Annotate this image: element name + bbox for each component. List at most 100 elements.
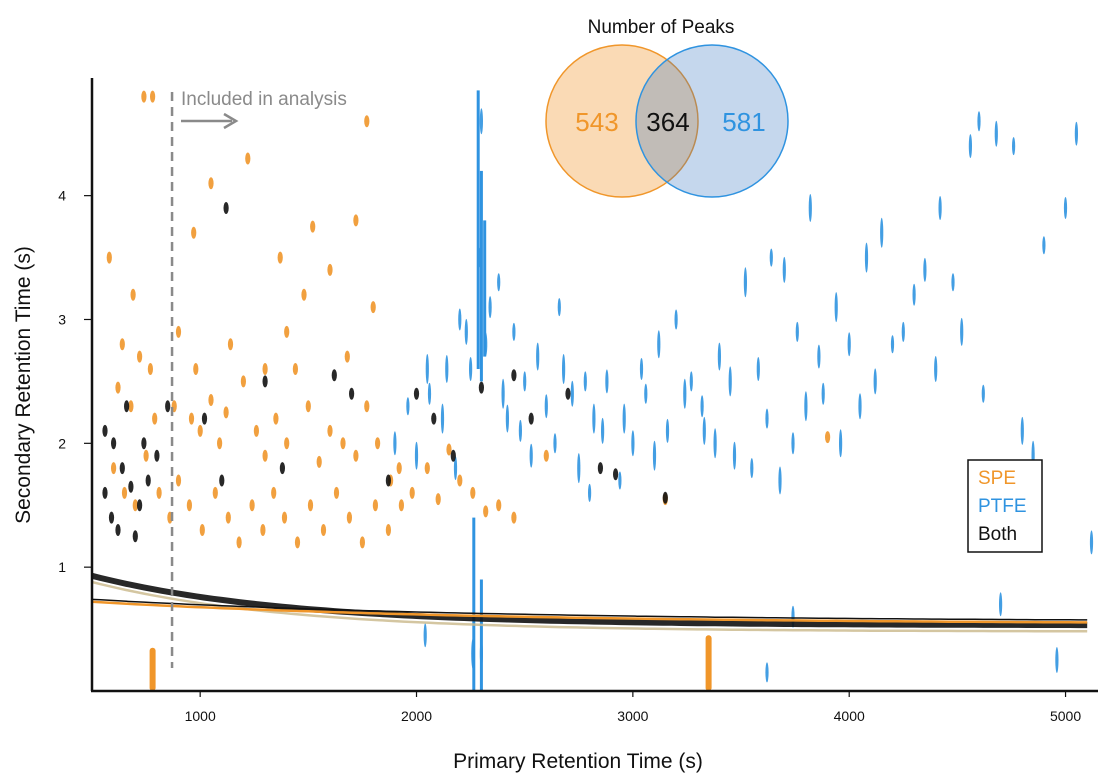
peak-spe — [152, 412, 158, 425]
peak-spe — [705, 635, 712, 691]
peak-ptfe — [440, 403, 445, 434]
legend-label-both: Both — [978, 524, 1017, 545]
peak-both — [132, 530, 138, 543]
peak-ptfe — [1063, 197, 1068, 219]
y-axis-label: Secondary Retention Time (s) — [12, 246, 35, 524]
axis-ticks: 1000 2000 3000 4000 5000 1 2 3 4 — [58, 188, 1081, 724]
peak-ptfe — [912, 283, 916, 306]
venn-overlap-count: 364 — [646, 107, 689, 137]
peak-ptfe — [732, 441, 737, 470]
peak-spe — [320, 524, 327, 536]
peak-both — [201, 412, 208, 425]
peak-both — [141, 437, 147, 450]
peak-spe — [409, 486, 415, 499]
peak-ptfe — [960, 317, 964, 346]
peak-spe — [372, 499, 378, 512]
plot-area — [102, 90, 1094, 691]
peak-ptfe — [557, 298, 561, 317]
peak-spe — [143, 449, 149, 462]
peak-ptfe — [778, 466, 782, 495]
peak-ptfe — [795, 321, 799, 342]
analysis-annotation-text: Included in analysis — [181, 89, 347, 110]
peak-ptfe — [393, 431, 397, 456]
peak-ptfe — [592, 403, 596, 434]
baseline-band-both — [91, 572, 1088, 629]
peak-spe — [370, 301, 376, 314]
peak-both — [349, 387, 355, 400]
peak-ptfe — [497, 273, 501, 292]
peak-spe — [236, 536, 242, 549]
peak-both — [511, 369, 517, 382]
peak-ptfe — [717, 342, 722, 371]
peak-spe — [435, 493, 441, 506]
peak-ptfe — [665, 418, 670, 443]
peak-ptfe — [562, 354, 566, 384]
peak-both — [102, 424, 108, 437]
peak-spe — [191, 226, 197, 239]
peak-spe — [340, 437, 346, 450]
peak-ptfe — [652, 440, 657, 471]
peak-ptfe — [618, 471, 622, 490]
peak-spe — [294, 536, 301, 549]
peak-spe — [149, 647, 156, 691]
baseline-band-both-lower — [91, 598, 1088, 621]
x-tick-label: 4000 — [834, 708, 865, 724]
peak-spe — [307, 499, 314, 512]
peak-spe — [333, 486, 340, 499]
x-tick-label: 2000 — [401, 708, 432, 724]
peak-both — [528, 412, 534, 425]
peak-ptfe — [644, 383, 648, 404]
peak-spe — [470, 486, 476, 499]
peak-both — [279, 462, 285, 475]
peak-ptfe — [453, 456, 458, 481]
venn-title: Number of Peaks — [588, 17, 735, 38]
peak-ptfe — [1042, 236, 1046, 255]
peak-spe — [284, 325, 290, 338]
peak-ptfe — [427, 382, 432, 405]
peak-ptfe — [934, 356, 938, 382]
peak-ptfe — [981, 384, 985, 403]
peak-spe — [217, 437, 223, 450]
peak-spe — [260, 524, 266, 536]
peak-spe — [137, 350, 143, 363]
peak-ptfe — [518, 419, 523, 442]
peak-spe — [364, 400, 370, 413]
y-tick-label: 3 — [58, 311, 66, 327]
peak-spe — [130, 288, 136, 301]
peak-spe — [364, 115, 370, 128]
peak-ptfe — [605, 369, 609, 394]
peak-ptfe — [743, 267, 748, 298]
right-arrow-icon — [181, 112, 239, 130]
peak-ptfe — [782, 256, 786, 283]
peak-ptfe — [544, 394, 548, 419]
peak-ptfe — [880, 217, 884, 248]
peak-ptfe — [994, 120, 998, 147]
peak-spe — [199, 524, 205, 536]
peak-ptfe — [951, 273, 955, 292]
peak-spe — [115, 381, 121, 394]
venn-spe-only-count: 543 — [575, 107, 618, 137]
peak-ptfe — [529, 443, 533, 468]
peak-ptfe — [890, 335, 895, 354]
peak-both — [450, 449, 456, 462]
x-axis-label: Primary Retention Time (s) — [453, 750, 703, 773]
peak-ptfe — [713, 428, 717, 459]
peak-spe — [119, 338, 125, 351]
peak-spe — [375, 437, 381, 450]
peak-both — [137, 499, 143, 512]
peak-spe — [175, 474, 182, 487]
x-tick-label: 3000 — [617, 708, 648, 724]
peak-both — [108, 511, 115, 524]
peak-ptfe — [791, 432, 795, 455]
peak-ptfe — [472, 517, 476, 691]
peak-spe — [346, 511, 352, 524]
peak-ptfe — [622, 403, 626, 434]
peak-spe — [245, 152, 251, 165]
peak-spe — [240, 375, 246, 388]
peak-ptfe — [479, 108, 483, 135]
peak-spe — [359, 536, 365, 549]
peak-ptfe — [834, 292, 838, 323]
peak-ptfe — [553, 433, 557, 454]
peak-ptfe — [479, 170, 483, 382]
